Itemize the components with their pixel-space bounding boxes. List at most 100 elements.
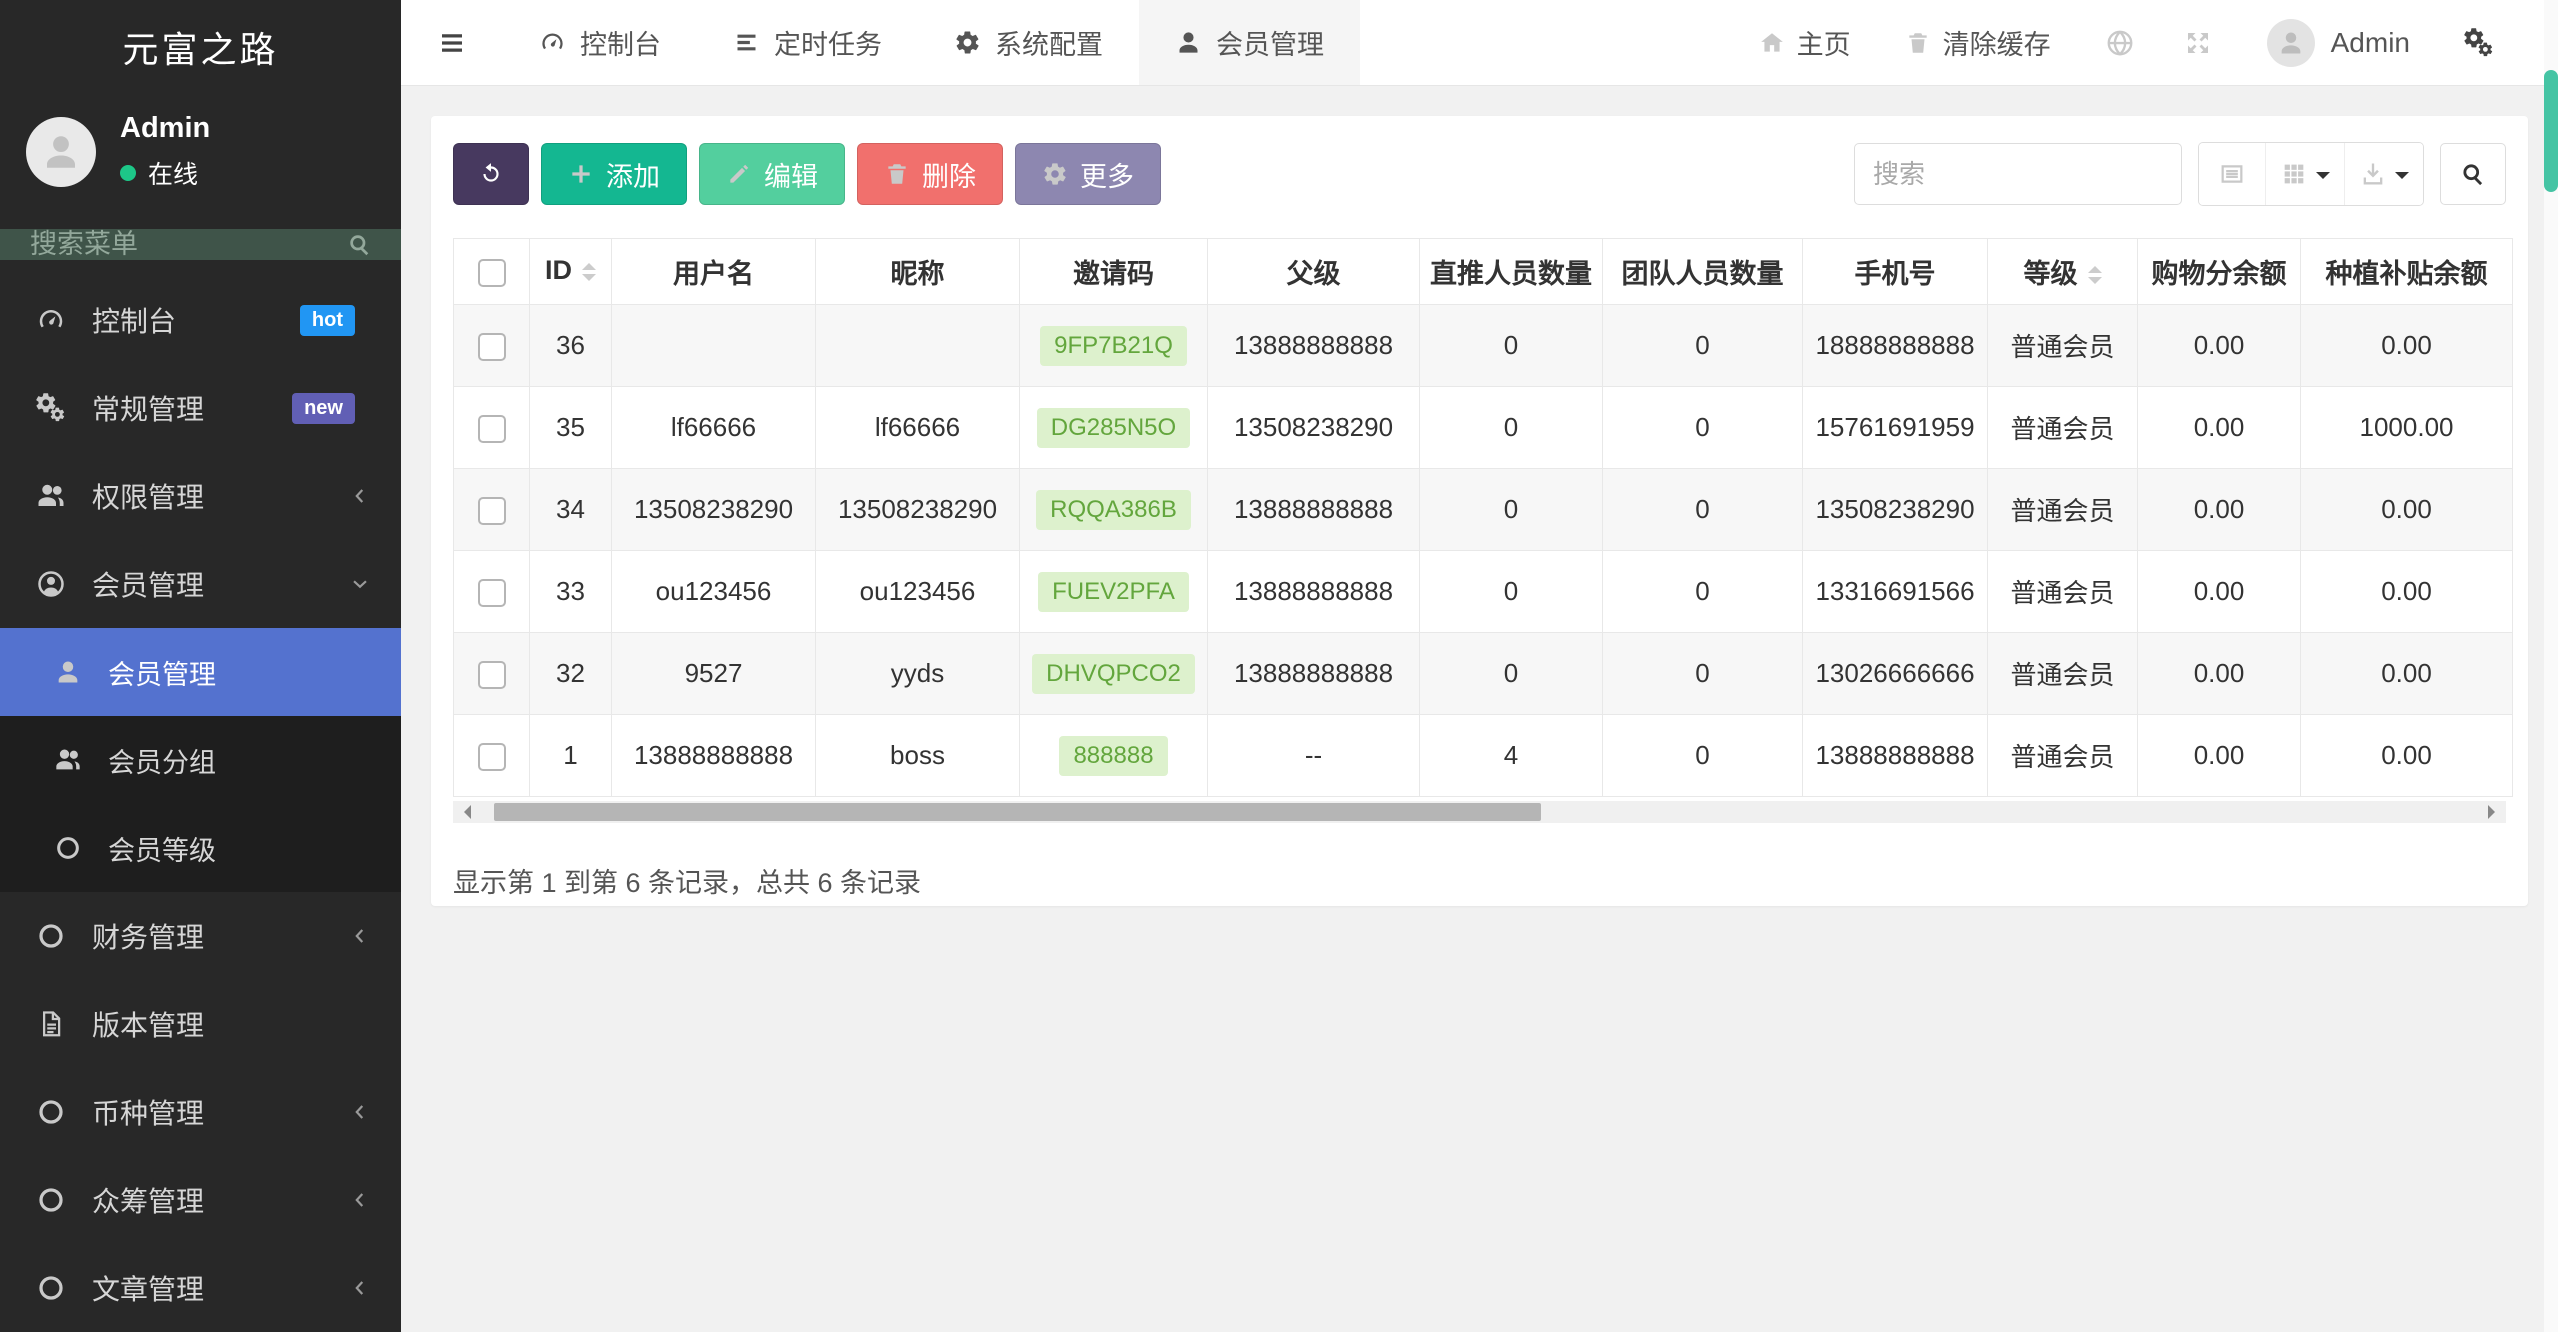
search-icon xyxy=(346,231,373,258)
sidebar-item-会员管理[interactable]: 会员管理 xyxy=(0,628,401,716)
cell-parent: 13508238290 xyxy=(1207,386,1420,469)
sidebar-item-控制台[interactable]: 控制台 hot xyxy=(0,276,401,364)
horizontal-scrollbar-thumb[interactable] xyxy=(494,803,1542,821)
sidebar-item-label: 财务管理 xyxy=(92,922,205,953)
avatar[interactable] xyxy=(26,116,96,187)
search-button[interactable] xyxy=(2440,143,2506,205)
sidebar-item-版本管理[interactable]: 版本管理 xyxy=(0,980,401,1068)
list-alt-view-button[interactable] xyxy=(2199,143,2265,205)
cell-parent: 13888888888 xyxy=(1207,468,1420,551)
cell-team: 0 xyxy=(1602,304,1803,387)
settings-button[interactable] xyxy=(2464,28,2494,58)
column-header-团队人员数量: 团队人员数量 xyxy=(1602,238,1803,305)
scroll-right-arrow-icon[interactable] xyxy=(2488,805,2502,819)
invite-code-badge: FUEV2PFA xyxy=(1038,571,1189,612)
column-header-种植补贴余额: 种植补贴余额 xyxy=(2300,238,2513,305)
avatar xyxy=(2266,18,2315,67)
column-header-label: 购物分余额 xyxy=(2151,259,2287,289)
tab-系统配置[interactable]: 系统配置 xyxy=(918,0,1139,85)
expand-button[interactable] xyxy=(2183,28,2213,58)
cell-team: 0 xyxy=(1602,632,1803,715)
cell-planting: 0.00 xyxy=(2300,714,2513,797)
sidebar-item-财务管理[interactable]: 财务管理 xyxy=(0,892,401,980)
gears-icon xyxy=(2464,28,2494,58)
column-header-等级[interactable]: 等级 xyxy=(1987,238,2138,305)
hamburger-icon xyxy=(437,28,467,58)
row-checkbox[interactable] xyxy=(477,333,506,362)
row-checkbox[interactable] xyxy=(477,579,506,608)
cogs-icon xyxy=(36,393,66,423)
row-checkbox[interactable] xyxy=(477,743,506,772)
cell-nickname: lf66666 xyxy=(815,386,1020,469)
sidebar-item-会员管理[interactable]: 会员管理 xyxy=(0,540,401,628)
cell-username: lf66666 xyxy=(611,386,816,469)
menu-search-input[interactable] xyxy=(0,229,330,260)
vertical-scrollbar-thumb[interactable] xyxy=(2544,70,2558,192)
select-all-checkbox[interactable] xyxy=(477,258,506,287)
circle-icon xyxy=(54,834,82,862)
sidebar-menu: 控制台 hot 常规管理 new 权限管理 会员管理 会员管理 会员分组 会员等级 财务管理 版本管… xyxy=(0,276,401,1332)
添加-button[interactable]: 添加 xyxy=(541,143,687,205)
column-header-label: 昵称 xyxy=(890,259,945,289)
sidebar-item-币种管理[interactable]: 币种管理 xyxy=(0,1068,401,1156)
cell-parent: 13888888888 xyxy=(1207,550,1420,633)
column-header-父级: 父级 xyxy=(1207,238,1420,305)
sidebar-item-权限管理[interactable]: 权限管理 xyxy=(0,452,401,540)
column-header-label: 手机号 xyxy=(1854,259,1936,289)
sidebar-item-label: 权限管理 xyxy=(92,482,205,513)
sidebar-item-label: 控制台 xyxy=(92,306,177,337)
删除-button[interactable]: 删除 xyxy=(857,143,1003,205)
invite-code-badge: 9FP7B21Q xyxy=(1040,325,1187,366)
table-toolbar: 添加 编辑 删除 更多 xyxy=(453,142,2506,206)
chevron-left-icon xyxy=(349,485,371,507)
column-header-label: 直推人员数量 xyxy=(1430,259,1592,289)
refresh-button[interactable] xyxy=(453,143,529,205)
tab-控制台[interactable]: 控制台 xyxy=(503,0,697,85)
language-button[interactable] xyxy=(2105,28,2135,58)
table-search-input[interactable] xyxy=(1854,143,2182,205)
column-header-ID[interactable]: ID xyxy=(529,238,612,305)
users-icon xyxy=(36,481,66,511)
invite-code-badge: RQQA386B xyxy=(1036,489,1191,530)
sort-caret-icon xyxy=(2087,259,2102,291)
export-view-button[interactable] xyxy=(2344,143,2423,205)
编辑-button[interactable]: 编辑 xyxy=(699,143,845,205)
sidebar-toggle-button[interactable] xyxy=(401,0,503,85)
row-checkbox[interactable] xyxy=(477,497,506,526)
vertical-scrollbar[interactable] xyxy=(2544,0,2558,1332)
更多-button[interactable]: 更多 xyxy=(1015,143,1161,205)
topbar-link-label: 主页 xyxy=(1796,30,1851,60)
table-view-controls xyxy=(2198,142,2424,206)
sidebar-item-会员等级[interactable]: 会员等级 xyxy=(0,804,401,892)
tab-label: 系统配置 xyxy=(995,30,1103,60)
sidebar-item-label: 币种管理 xyxy=(92,1098,205,1129)
sidebar-item-会员分组[interactable]: 会员分组 xyxy=(0,716,401,804)
online-status-dot xyxy=(120,165,136,181)
circle-icon xyxy=(36,1097,66,1127)
tab-会员管理[interactable]: 会员管理 xyxy=(1139,0,1360,85)
home-icon xyxy=(1759,30,1785,56)
horizontal-scrollbar[interactable] xyxy=(453,801,2506,823)
column-header-label: 等级 xyxy=(2023,258,2078,289)
sidebar-item-众筹管理[interactable]: 众筹管理 xyxy=(0,1156,401,1244)
online-status-label: 在线 xyxy=(148,161,199,189)
topbar-link-label: 清除缓存 xyxy=(1942,30,2051,60)
row-checkbox[interactable] xyxy=(477,661,506,690)
row-checkbox[interactable] xyxy=(477,415,506,444)
sidebar-item-常规管理[interactable]: 常规管理 new xyxy=(0,364,401,452)
topbar-link-主页[interactable]: 主页 xyxy=(1759,23,1851,62)
admin-user-menu[interactable]: Admin xyxy=(2266,18,2410,67)
gear-icon xyxy=(1042,161,1068,187)
cell-level: 普通会员 xyxy=(1987,632,2138,715)
grid-view-button[interactable] xyxy=(2265,143,2344,205)
pagination-summary: 显示第 1 到第 6 条记录，总共 6 条记录 xyxy=(453,868,922,898)
cell-level: 普通会员 xyxy=(1987,304,2138,387)
topbar-link-清除缓存[interactable]: 清除缓存 xyxy=(1905,23,2051,62)
tab-定时任务[interactable]: 定时任务 xyxy=(697,0,918,85)
users-icon xyxy=(54,746,82,774)
scroll-left-arrow-icon[interactable] xyxy=(457,805,471,819)
topbar: 控制台 定时任务 系统配置 会员管理 主页 清除缓存 Admin xyxy=(401,0,2558,86)
sidebar-item-文章管理[interactable]: 文章管理 xyxy=(0,1244,401,1332)
cell-shopping: 0.00 xyxy=(2137,386,2301,469)
